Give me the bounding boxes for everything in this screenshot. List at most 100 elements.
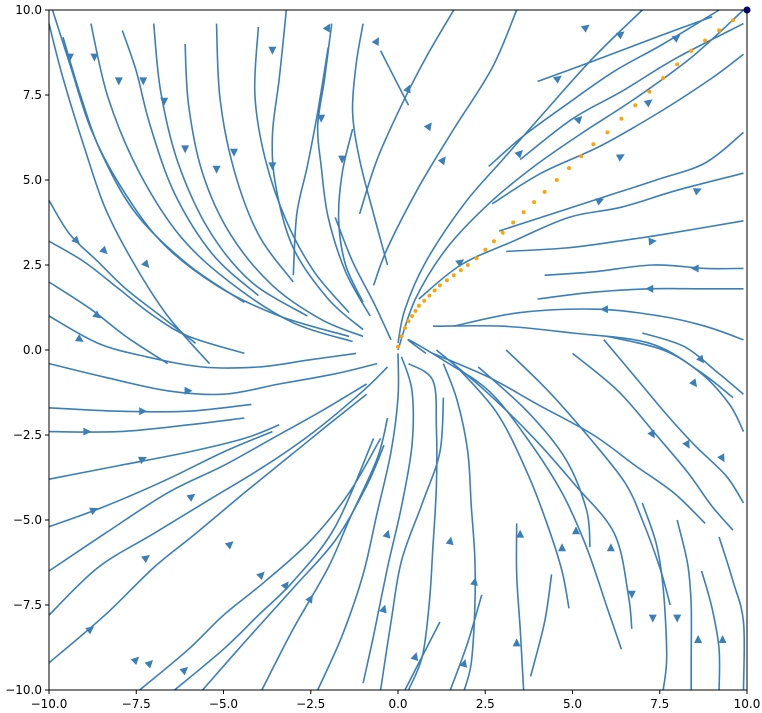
trajectory-point-15 bbox=[474, 256, 479, 261]
y-tick-label-5: 2.5 bbox=[23, 258, 42, 272]
y-tick-label-6: 5.0 bbox=[23, 173, 42, 187]
stream-arrow-7 bbox=[229, 148, 238, 157]
stream-arrow-30 bbox=[645, 284, 654, 293]
streamline-36 bbox=[407, 338, 623, 650]
stream-arrow-9 bbox=[268, 162, 277, 171]
stream-arrow-69 bbox=[92, 310, 102, 319]
streamline-0 bbox=[51, 9, 350, 338]
stream-arrow-53 bbox=[305, 594, 313, 604]
trajectory-point-7 bbox=[422, 298, 427, 303]
y-tick-label-3: −2.5 bbox=[13, 428, 42, 442]
streamline-22 bbox=[491, 53, 744, 205]
streamline-20 bbox=[537, 16, 713, 83]
streamline-62 bbox=[48, 417, 245, 433]
streamline-54 bbox=[201, 444, 385, 691]
streamline-46 bbox=[515, 523, 525, 691]
stream-arrow-56 bbox=[224, 541, 234, 550]
trajectory-point-12 bbox=[451, 273, 456, 278]
stream-arrow-35 bbox=[682, 439, 690, 449]
streamline-10 bbox=[316, 23, 371, 317]
streamline-57 bbox=[48, 393, 368, 664]
trajectory-point-13 bbox=[458, 268, 463, 273]
streamline-33 bbox=[571, 352, 734, 531]
x-tick-label-4: 0.0 bbox=[388, 697, 407, 711]
streamline-43 bbox=[718, 536, 746, 691]
streamline-12 bbox=[351, 23, 389, 266]
stream-arrow-2 bbox=[114, 77, 123, 86]
trajectory-point-32 bbox=[675, 62, 680, 67]
trajectory-point-23 bbox=[554, 178, 559, 182]
trajectory-point-8 bbox=[427, 293, 432, 298]
x-axis-ticks: −10.0 −7.5 −5.0 −2.5 0.0 2.5 5.0 7.5 10.0 bbox=[31, 690, 761, 711]
x-tick-label-8: 10.0 bbox=[734, 697, 761, 711]
streamline-13 bbox=[334, 217, 392, 341]
trajectory-point-34 bbox=[703, 38, 708, 43]
streamline-64 bbox=[48, 362, 378, 396]
stream-arrow-42 bbox=[648, 614, 657, 623]
stream-arrow-71 bbox=[99, 245, 108, 255]
streamline-6 bbox=[215, 23, 294, 283]
trajectory-point-28 bbox=[619, 116, 624, 121]
stream-arrow-60 bbox=[130, 656, 140, 666]
stream-arrow-37 bbox=[516, 529, 525, 538]
stream-arrow-12 bbox=[322, 23, 331, 33]
stream-arrow-11 bbox=[338, 155, 347, 164]
stream-arrow-0 bbox=[65, 53, 74, 62]
y-tick-label-4: 0.0 bbox=[23, 343, 42, 357]
streamline-18 bbox=[397, 9, 745, 351]
stream-arrow-50 bbox=[410, 652, 419, 661]
streamline-23 bbox=[498, 131, 744, 232]
streamline-45 bbox=[442, 363, 477, 691]
stream-arrow-43 bbox=[673, 614, 682, 623]
stream-arrow-68 bbox=[74, 334, 84, 342]
stream-arrow-52 bbox=[382, 529, 391, 539]
stream-arrow-24 bbox=[615, 154, 625, 162]
stream-arrow-5 bbox=[181, 145, 190, 154]
stream-arrow-54 bbox=[280, 581, 289, 591]
stream-arrow-33 bbox=[689, 378, 698, 388]
stream-arrow-55 bbox=[256, 571, 265, 581]
trajectory-point-11 bbox=[444, 278, 449, 283]
streamline-68 bbox=[48, 199, 197, 344]
streamline-17 bbox=[397, 9, 643, 344]
stream-arrow-21 bbox=[615, 31, 625, 40]
streamline-9 bbox=[292, 47, 329, 276]
streamline-14 bbox=[379, 50, 410, 106]
streamline-41 bbox=[676, 519, 693, 690]
trajectory-point-22 bbox=[542, 189, 547, 194]
stream-arrow-51 bbox=[379, 604, 387, 614]
trajectory-point-1 bbox=[399, 334, 404, 339]
stream-arrow-23 bbox=[643, 99, 653, 108]
stream-arrow-6 bbox=[212, 165, 221, 174]
stream-arrow-47 bbox=[470, 577, 478, 586]
trajectory-point-9 bbox=[432, 288, 437, 293]
streamline-35 bbox=[505, 349, 671, 606]
stream-arrow-62 bbox=[179, 666, 189, 676]
trajectory-point-2 bbox=[403, 325, 407, 330]
x-tick-label-1: −7.5 bbox=[122, 697, 151, 711]
stream-arrow-18 bbox=[552, 75, 562, 84]
streamline-21 bbox=[519, 22, 744, 161]
stream-arrow-45 bbox=[718, 635, 727, 643]
trajectory-point-31 bbox=[661, 76, 666, 80]
trajectory-point-16 bbox=[483, 247, 488, 252]
x-tick-label-5: 2.5 bbox=[476, 697, 495, 711]
stream-arrow-4 bbox=[160, 97, 169, 106]
y-tick-label-0: −10.0 bbox=[5, 683, 42, 697]
streamline-34 bbox=[432, 352, 706, 524]
trajectory-point-33 bbox=[689, 48, 694, 53]
stream-arrow-1 bbox=[90, 53, 99, 62]
stream-arrow-25 bbox=[595, 198, 605, 206]
stream-arrow-29 bbox=[690, 264, 699, 273]
stream-arrow-8 bbox=[268, 46, 277, 55]
stream-arrow-22 bbox=[671, 34, 681, 43]
streamline-65 bbox=[48, 315, 357, 369]
x-tick-label-7: 7.5 bbox=[650, 697, 669, 711]
streamline-26 bbox=[544, 264, 744, 276]
streamline-39 bbox=[449, 359, 570, 609]
streamline-16 bbox=[372, 9, 518, 286]
stream-arrow-16 bbox=[437, 156, 446, 166]
streamline-56 bbox=[139, 437, 382, 691]
streamline-69 bbox=[48, 23, 211, 365]
streamline-15 bbox=[358, 9, 455, 215]
